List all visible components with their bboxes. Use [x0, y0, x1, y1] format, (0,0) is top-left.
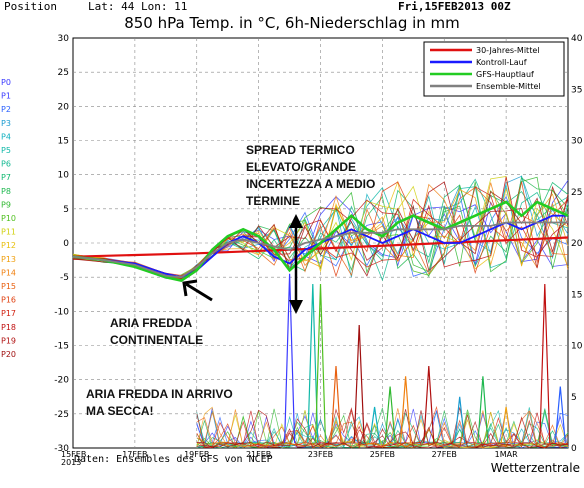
x-tick-label: 1MAR [495, 450, 518, 459]
x-tick-label: 21FEB [246, 450, 271, 459]
member-label: P8 [1, 187, 11, 196]
y-right-tick-label: 25 [571, 188, 582, 198]
x-tick-label: 25FEB [370, 450, 395, 459]
precip-peak [307, 283, 319, 443]
precip-peak [353, 324, 365, 443]
precip-peak [423, 365, 435, 443]
precip-peak [369, 406, 381, 443]
y-left-tick-label: -25 [54, 410, 69, 420]
member-label: P2 [1, 105, 11, 114]
member-label: P11 [1, 228, 16, 237]
y-right-tick-label: 35 [571, 85, 582, 95]
spread-annotation: SPREAD TERMICO ELEVATO/GRANDE INCERTEZZA… [246, 143, 376, 208]
precip-peak [500, 406, 512, 443]
series-line-gfs-hauptlauf [72, 200, 569, 282]
y-right-tick-label: 5 [571, 393, 577, 403]
precip-peak [454, 396, 466, 443]
y-left-tick-label: -5 [60, 273, 69, 283]
dry-annotation: ARIA FREDDA IN ARRIVO MA SECCA! [86, 387, 233, 418]
y-right-tick-label: 30 [571, 137, 583, 147]
chart-title: 850 hPa Temp. in °C, 6h-Niederschlag in … [124, 14, 460, 32]
x-tick-label: 27FEB [432, 450, 457, 459]
y-left-tick-label: -15 [54, 342, 69, 352]
member-label: P16 [1, 296, 16, 305]
legend-label: Ensemble-Mittel [476, 82, 541, 91]
member-label: P20 [1, 350, 16, 359]
member-label: P9 [1, 200, 11, 209]
precip-peak [539, 283, 551, 443]
member-label: P0 [1, 78, 11, 87]
source-label: Daten: Ensembles des GFS von NCEP [74, 454, 273, 465]
spread-arrow-down [289, 300, 303, 314]
x-tick-label: 15FEB [61, 450, 86, 459]
member-label: P3 [1, 119, 11, 128]
y-right-tick-label: 40 [571, 34, 583, 44]
y-left-tick-label: 20 [58, 102, 70, 112]
member-label: P6 [1, 160, 11, 169]
y-left-tick-label: 10 [58, 171, 70, 181]
member-label: P4 [1, 132, 11, 141]
member-precip-p17 [196, 409, 569, 450]
precip-peak [554, 386, 566, 443]
y-left-tick-label: 15 [58, 137, 69, 147]
legend: 30-Jahres-Mittel Kontroll-Lauf GFS-Hauptla… [423, 41, 565, 97]
precip-peak [314, 283, 327, 443]
precipitation-bars [196, 273, 569, 450]
precip-peak [284, 273, 296, 443]
member-label: P19 [1, 336, 16, 345]
precip-peak [400, 376, 412, 443]
legend-label: Kontroll-Lauf [476, 58, 527, 67]
run-date-label: Fri,15FEB2013 00Z [398, 0, 511, 13]
y-left-tick-label: -30 [54, 444, 69, 454]
member-label: P17 [1, 309, 16, 318]
member-label: P13 [1, 255, 16, 264]
member-precip-p20 [196, 407, 569, 449]
main-series [72, 200, 569, 282]
y-left-tick-label: 25 [58, 68, 69, 78]
precip-peak [330, 365, 342, 443]
member-label: P7 [1, 173, 11, 182]
x-tick-label: 23FEB [308, 450, 333, 459]
member-labels: P0 P1 P2 P3 P4 P5 P6 P7 P8 P9 P10 P11 P12 P13 P14 P15 P1… [1, 78, 16, 359]
x-axis: 15FEB2013 17FEB 19FEB 21FEB 23FEB 25FEB 27FEB 1… [61, 450, 518, 467]
brand-label: Wetterzentrale [491, 461, 580, 475]
continental-arrow-head [182, 279, 198, 297]
y-right-tick-label: 0 [571, 444, 577, 454]
y-right-tick-label: 10 [571, 342, 583, 352]
y-axis-right: 40 35 30 25 20 15 10 5 0 [571, 34, 583, 454]
x-tick-label: 17FEB [122, 450, 147, 459]
lat-lon-label: Lat: 44 Lon: 11 [88, 0, 187, 13]
precip-peak [477, 376, 489, 443]
series-line-30-jahres-mittel [72, 236, 569, 258]
member-label: P15 [1, 282, 16, 291]
y-left-tick-label: 5 [63, 205, 69, 215]
y-right-tick-label: 20 [571, 239, 583, 249]
y-left-tick-label: 0 [63, 239, 69, 249]
position-label: Position [4, 0, 57, 13]
member-label: P1 [1, 92, 11, 101]
series-line-ensemble-mittel [72, 221, 568, 279]
precip-peak [384, 386, 396, 443]
member-label: P12 [1, 241, 16, 250]
continental-annotation: ARIA FREDDA CONTINENTALE [110, 316, 204, 347]
x-tick-year-label: 2013 [61, 458, 81, 467]
x-tick-label: 19FEB [184, 450, 209, 459]
y-right-tick-label: 15 [571, 290, 582, 300]
member-label: P5 [1, 146, 11, 155]
legend-label: GFS-Hauptlauf [476, 70, 534, 79]
legend-label: 30-Jahres-Mittel [476, 46, 539, 55]
y-left-tick-label: 30 [58, 34, 70, 44]
continental-arrow-shaft [185, 282, 213, 302]
y-left-tick-label: -10 [54, 307, 69, 317]
member-label: P18 [1, 323, 16, 332]
member-label: P10 [1, 214, 16, 223]
y-axis-left: 30 25 20 15 10 5 0 -5 -10 -15 -20 -25 -30 [54, 34, 69, 454]
spread-arrow-up [289, 214, 303, 228]
member-precip-p19 [196, 407, 569, 449]
member-label: P14 [1, 268, 16, 277]
y-left-tick-label: -20 [54, 376, 69, 386]
